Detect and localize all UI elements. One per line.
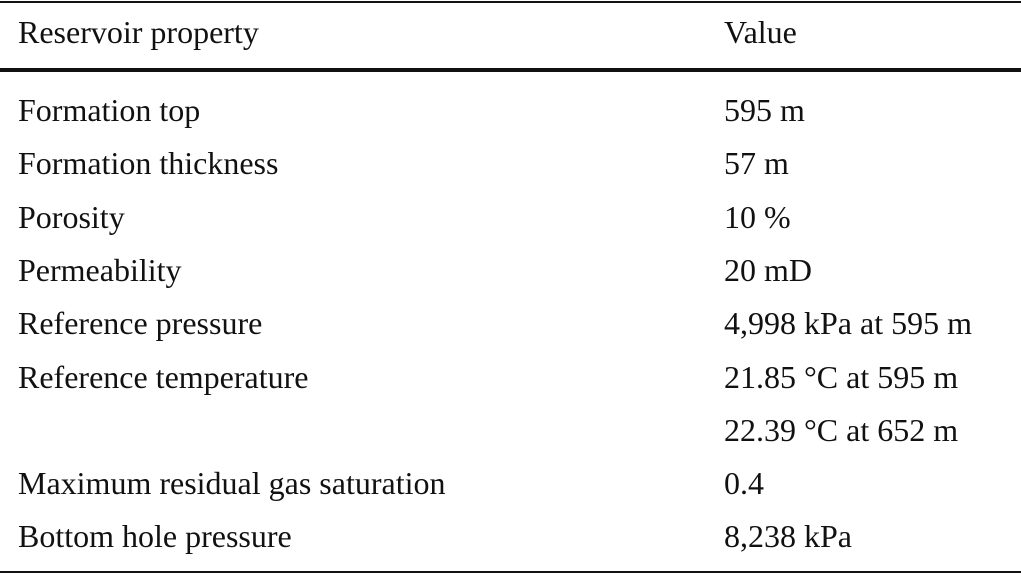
value-cell: 57 m xyxy=(724,145,789,182)
value-cell: 20 mD xyxy=(724,251,812,288)
value-cell: 10 % xyxy=(724,198,791,235)
property-cell: Permeability xyxy=(18,251,182,288)
property-cell: Formation top xyxy=(18,92,201,128)
value-cell: 4,998 kPa at 595 m xyxy=(724,305,972,342)
property-cell: Porosity xyxy=(18,198,125,235)
property-cell: Bottom hole pressure xyxy=(18,518,292,555)
header-cell: Value xyxy=(724,14,797,50)
value-cell: 8,238 kPa xyxy=(724,518,852,555)
property-cell: Reference temperature xyxy=(18,358,309,395)
header-rule xyxy=(0,68,1021,72)
value-cell: 0.4 xyxy=(724,465,764,502)
property-cell: Reference pressure xyxy=(18,305,263,342)
value-cell: 595 m xyxy=(724,92,805,128)
top-rule xyxy=(0,1,1021,3)
header-cell: Reservoir property xyxy=(18,14,259,50)
value-cell: 22.39 °C at 652 m xyxy=(724,411,959,448)
property-cell: Maximum residual gas saturation xyxy=(18,465,446,502)
value-cell: 21.85 °C at 595 m xyxy=(724,358,959,395)
property-cell: Formation thickness xyxy=(18,145,279,182)
bottom-rule xyxy=(0,571,1021,573)
